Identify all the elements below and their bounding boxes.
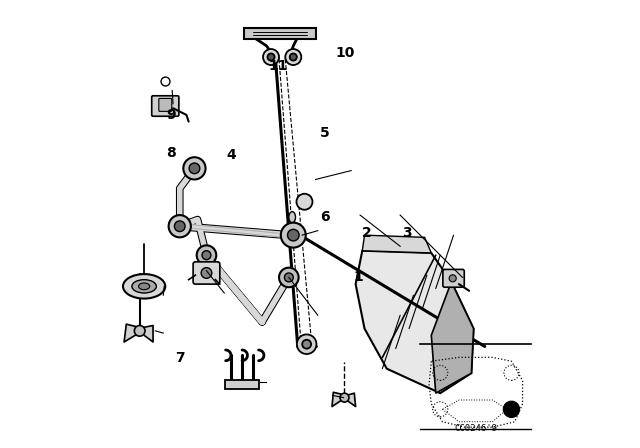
Circle shape (285, 49, 301, 65)
Circle shape (263, 49, 279, 65)
Polygon shape (356, 251, 474, 393)
FancyBboxPatch shape (152, 96, 179, 116)
Circle shape (504, 401, 520, 418)
Circle shape (161, 77, 170, 86)
Ellipse shape (123, 274, 165, 298)
Circle shape (340, 393, 349, 402)
Circle shape (279, 267, 299, 287)
Circle shape (196, 246, 216, 265)
Polygon shape (144, 326, 153, 342)
Circle shape (134, 326, 145, 336)
Circle shape (302, 340, 311, 349)
Circle shape (290, 53, 297, 60)
Text: 3: 3 (403, 226, 412, 240)
Polygon shape (244, 28, 316, 39)
Ellipse shape (132, 280, 156, 293)
Text: 4: 4 (227, 148, 236, 162)
Circle shape (183, 157, 205, 180)
FancyBboxPatch shape (443, 269, 464, 287)
Text: 2: 2 (362, 226, 372, 240)
FancyBboxPatch shape (193, 262, 220, 284)
Text: 6: 6 (320, 210, 330, 224)
Circle shape (297, 334, 316, 354)
Circle shape (449, 275, 456, 282)
Circle shape (175, 221, 185, 232)
Polygon shape (348, 393, 356, 406)
Ellipse shape (289, 211, 296, 223)
Text: 5: 5 (320, 126, 330, 140)
Polygon shape (332, 392, 341, 406)
Text: 7: 7 (175, 351, 185, 365)
Text: 10: 10 (335, 46, 355, 60)
Text: 11: 11 (269, 59, 288, 73)
Text: 1: 1 (353, 271, 363, 284)
Circle shape (281, 223, 306, 248)
Circle shape (168, 215, 191, 237)
Text: CC0246'9: CC0246'9 (454, 424, 497, 433)
Circle shape (296, 194, 312, 210)
Polygon shape (362, 235, 431, 253)
Polygon shape (225, 380, 259, 389)
FancyBboxPatch shape (159, 99, 172, 112)
Ellipse shape (139, 283, 150, 290)
Text: 9: 9 (166, 108, 176, 122)
Circle shape (268, 53, 275, 60)
Polygon shape (124, 324, 135, 342)
Circle shape (201, 267, 212, 278)
Text: 8: 8 (166, 146, 176, 160)
Polygon shape (431, 282, 474, 393)
Circle shape (284, 273, 293, 282)
Circle shape (189, 163, 200, 174)
Circle shape (202, 251, 211, 260)
Circle shape (287, 229, 299, 241)
